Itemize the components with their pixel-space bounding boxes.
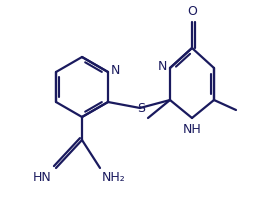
Text: N: N [158, 60, 167, 73]
Text: NH: NH [183, 123, 201, 136]
Text: N: N [111, 64, 120, 77]
Text: HN: HN [33, 171, 52, 184]
Text: S: S [137, 102, 145, 115]
Text: NH₂: NH₂ [102, 171, 126, 184]
Text: O: O [187, 5, 197, 18]
